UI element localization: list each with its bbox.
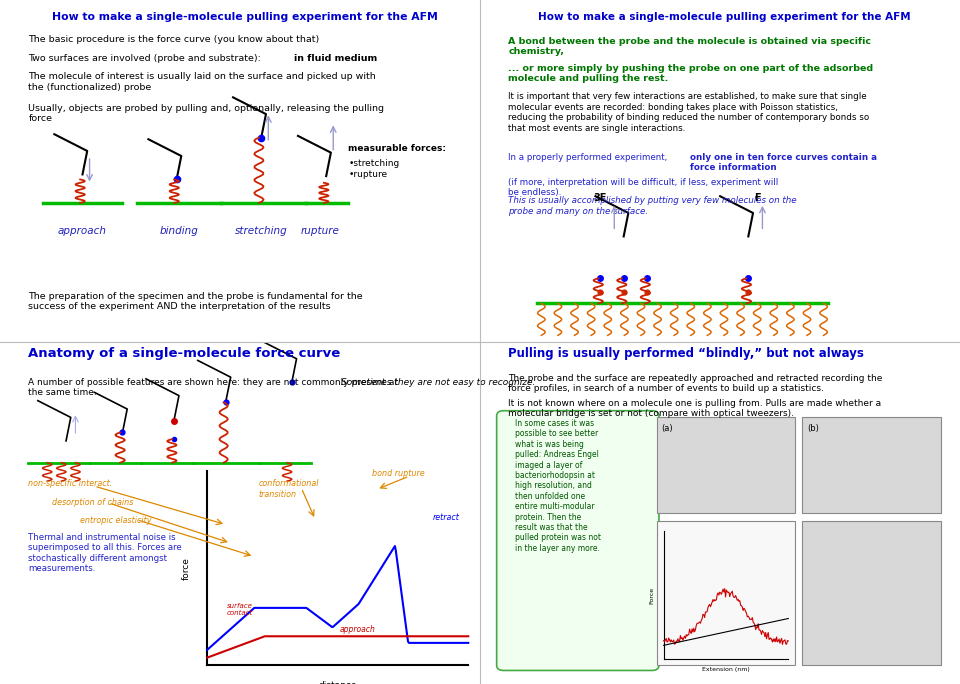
Text: stretching: stretching bbox=[235, 226, 288, 237]
Text: (if more, interpretation will be difficult, if less, experiment will
be endless): (if more, interpretation will be difficu… bbox=[509, 178, 779, 197]
Text: surface
contact: surface contact bbox=[227, 603, 253, 616]
Text: entropic elasticity: entropic elasticity bbox=[80, 516, 152, 525]
Text: A number of possible features are shown here: they are not commonly present at
t: A number of possible features are shown … bbox=[29, 378, 398, 397]
Text: F: F bbox=[755, 193, 761, 203]
Text: How to make a single-molecule pulling experiment for the AFM: How to make a single-molecule pulling ex… bbox=[539, 12, 911, 22]
Text: (b): (b) bbox=[807, 424, 819, 433]
Text: conformational
transition: conformational transition bbox=[259, 479, 320, 499]
Text: binding: binding bbox=[159, 226, 199, 237]
Text: desorption of chains: desorption of chains bbox=[52, 498, 133, 507]
Text: The molecule of interest is usually laid on the surface and picked up with
the (: The molecule of interest is usually laid… bbox=[29, 73, 376, 92]
Text: How to make a single-molecule pulling experiment for the AFM: How to make a single-molecule pulling ex… bbox=[52, 12, 438, 22]
Text: Force: Force bbox=[649, 586, 655, 603]
FancyBboxPatch shape bbox=[496, 410, 659, 670]
Text: The probe and the surface are repeatedly approached and retracted recording the
: The probe and the surface are repeatedly… bbox=[509, 374, 883, 393]
Text: Usually, objects are probed by pulling and, optionally, releasing the pulling
fo: Usually, objects are probed by pulling a… bbox=[29, 104, 384, 123]
Text: Anatomy of a single-molecule force curve: Anatomy of a single-molecule force curve bbox=[29, 347, 341, 360]
Text: in fluid medium: in fluid medium bbox=[294, 54, 377, 63]
Text: only one in ten force curves contain a
force information: only one in ten force curves contain a f… bbox=[689, 153, 876, 172]
Text: measurable forces:: measurable forces: bbox=[348, 144, 446, 153]
Text: approach: approach bbox=[340, 625, 375, 634]
Text: non-specific interact.: non-specific interact. bbox=[29, 479, 112, 488]
Text: Extension (nm): Extension (nm) bbox=[702, 667, 750, 672]
Text: It is important that very few interactions are established, to make sure that si: It is important that very few interactio… bbox=[509, 92, 870, 133]
Bar bbox=[803, 417, 941, 513]
Text: bond rupture: bond rupture bbox=[372, 469, 424, 478]
Bar bbox=[803, 521, 941, 666]
Text: Thermal and instrumental noise is
superimposed to all this. Forces are
stochasti: Thermal and instrumental noise is superi… bbox=[29, 533, 182, 573]
Text: In some cases it was
possible to see better
what is was being
pulled: Andreas En: In some cases it was possible to see bet… bbox=[516, 419, 602, 553]
Text: ... or more simply by pushing the probe on one part of the adsorbed
molecule and: ... or more simply by pushing the probe … bbox=[509, 64, 874, 83]
Bar bbox=[657, 521, 795, 666]
Text: rupture: rupture bbox=[300, 226, 340, 237]
Text: 3F: 3F bbox=[593, 193, 607, 203]
Text: The basic procedure is the force curve (you know about that): The basic procedure is the force curve (… bbox=[29, 36, 320, 44]
Text: •stretching
•rupture: •stretching •rupture bbox=[348, 159, 399, 179]
Text: (a): (a) bbox=[661, 424, 673, 433]
Bar bbox=[657, 417, 795, 513]
Text: distance: distance bbox=[319, 681, 357, 684]
Text: Sometimes they are not easy to recognize.: Sometimes they are not easy to recognize… bbox=[341, 378, 536, 387]
Text: This is usually accomplished by putting very few molecules on the
probe and many: This is usually accomplished by putting … bbox=[509, 196, 797, 215]
Text: Two surfaces are involved (probe and substrate):: Two surfaces are involved (probe and sub… bbox=[29, 54, 264, 63]
Text: The preparation of the specimen and the probe is fundamental for the
success of : The preparation of the specimen and the … bbox=[29, 291, 363, 311]
Text: A bond between the probe and the molecule is obtained via specific
chemistry,: A bond between the probe and the molecul… bbox=[509, 37, 872, 56]
Text: retract: retract bbox=[433, 513, 460, 522]
Text: Pulling is usually performed “blindly,” but not always: Pulling is usually performed “blindly,” … bbox=[509, 347, 864, 360]
Text: approach: approach bbox=[58, 226, 107, 237]
Text: force: force bbox=[181, 557, 190, 579]
Text: In a properly performed experiment,: In a properly performed experiment, bbox=[509, 153, 670, 161]
Text: It is not known where on a molecule one is pulling from. Pulls are made whether : It is not known where on a molecule one … bbox=[509, 399, 881, 419]
